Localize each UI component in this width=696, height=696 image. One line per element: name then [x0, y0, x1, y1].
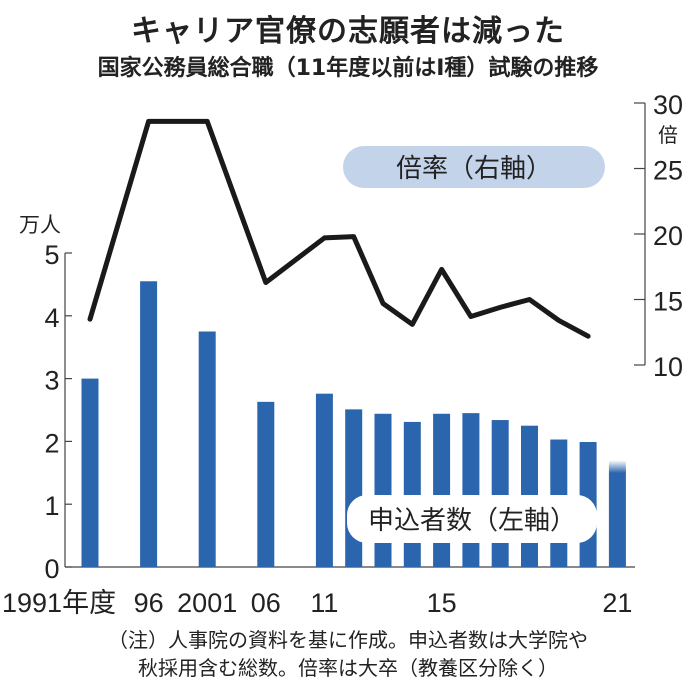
note-line-1: （注）人事院の資料を基に作成。申込者数は大学院や: [108, 628, 588, 652]
left-tick-label: 2: [44, 428, 59, 458]
right-tick-label: 10: [653, 352, 683, 382]
left-tick-label: 1: [44, 491, 59, 521]
chart-subtitle: 国家公務員総合職（11年度以前はⅠ種）試験の推移: [97, 56, 599, 81]
ratio-line: [87, 118, 591, 339]
x-tick-label: 1991年度: [2, 588, 116, 618]
chart-title: キャリア官僚の志願者は減った: [131, 14, 565, 49]
bar-2016: [462, 413, 480, 567]
bar-2006: [257, 401, 275, 567]
bar-2011: [315, 393, 333, 567]
left-tick-label: 3: [44, 366, 59, 396]
right-tick-label: 20: [653, 221, 683, 251]
bar-2015: [433, 413, 451, 567]
x-tick-label: 11: [310, 588, 338, 618]
x-tick-label: 21: [602, 588, 632, 618]
bar-2001: [198, 331, 216, 567]
right-tick-label: 30: [653, 90, 683, 120]
bar-legend-box: [347, 495, 597, 543]
left-axis-unit: 万人: [19, 214, 61, 237]
bar-1991: [81, 378, 99, 567]
x-tick-label: 2001: [177, 588, 237, 618]
bar-2013: [374, 413, 392, 567]
right-tick-label: 15: [653, 287, 683, 317]
left-tick-label: 0: [44, 554, 59, 584]
bar-2014: [403, 421, 421, 567]
right-axis-unit: 倍: [658, 124, 678, 147]
right-tick-label: 25: [653, 156, 683, 186]
note-line-2: 秋採用含む総数。倍率は大卒（教養区分除く）: [138, 656, 558, 680]
line-legend-label: 倍率（右軸）: [396, 153, 552, 183]
bar-2017: [491, 420, 509, 567]
bar-legend-label: 申込者数（左軸）: [368, 505, 576, 535]
bar-2021: [608, 460, 626, 567]
line-legend-box: [343, 146, 605, 188]
bar-1996: [140, 281, 158, 567]
x-tick-label: 15: [427, 588, 457, 618]
left-tick-label: 4: [44, 303, 59, 333]
bar-2012: [345, 409, 363, 567]
left-tick-label: 5: [44, 240, 59, 270]
x-tick-label: 06: [251, 588, 281, 618]
x-tick-label: 96: [134, 588, 164, 618]
